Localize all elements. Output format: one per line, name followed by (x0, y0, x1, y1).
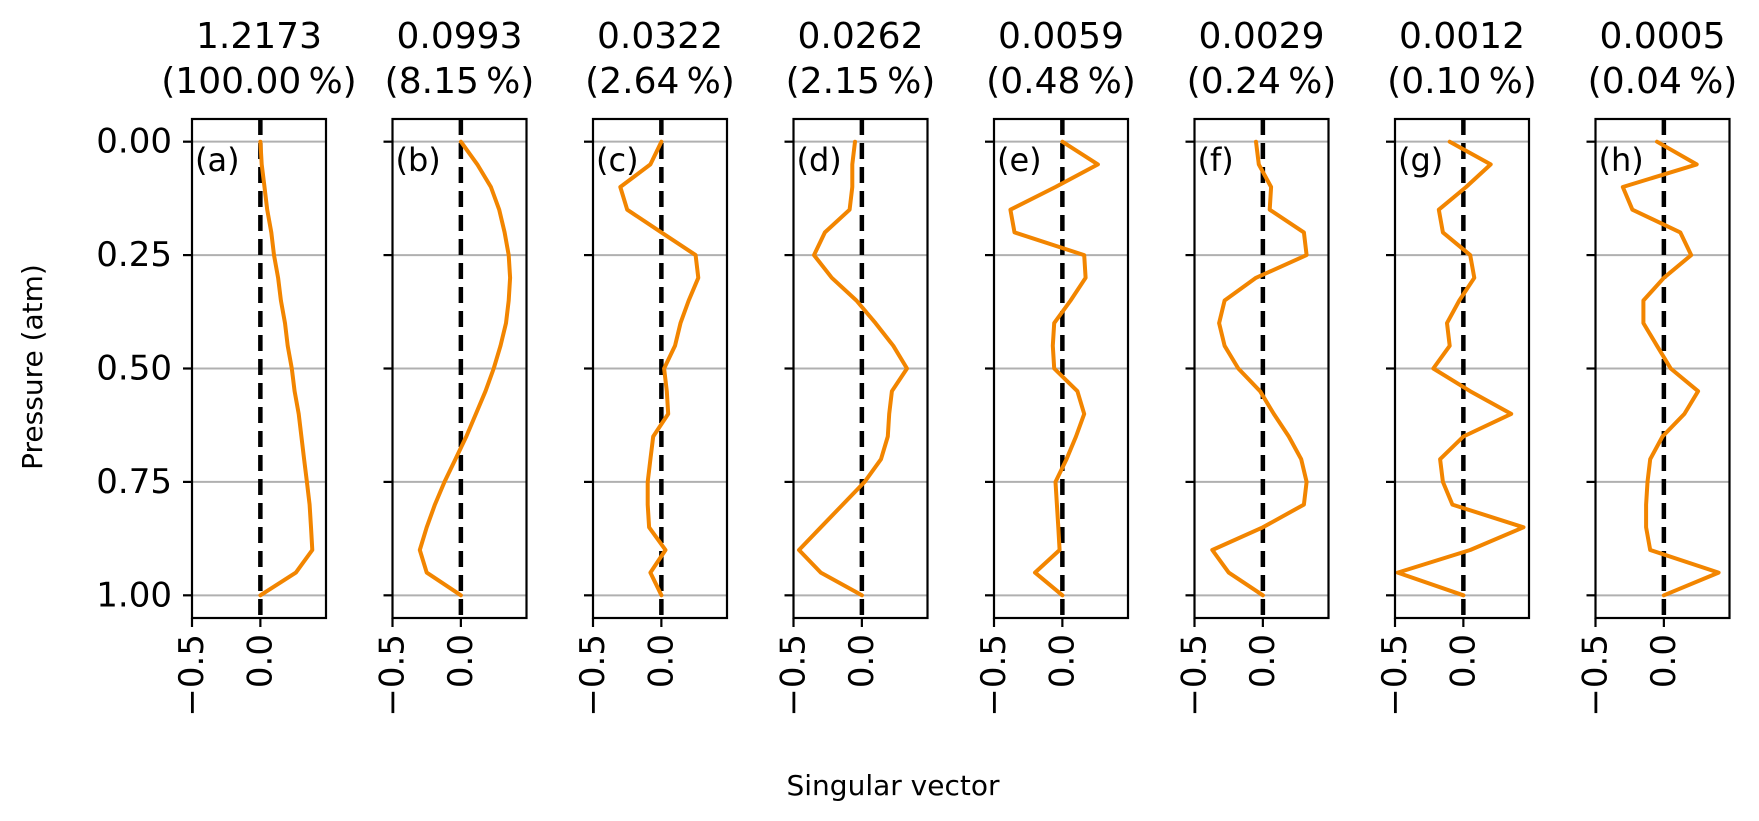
y-tick-label: 0.50 (96, 349, 172, 389)
y-axis-label: Pressure (atm) (16, 264, 49, 470)
panel-label: (g) (1398, 141, 1443, 179)
series-line (618, 139, 701, 598)
x-tick-label: −0.5 (1576, 634, 1616, 717)
x-tick-label: 0.0 (842, 634, 882, 688)
panel-singular-value: 0.0993 (397, 16, 523, 57)
panel-g: −0.5 0.0 (g) 0.0012(0.10 %) (1375, 16, 1537, 717)
panel-label: (h) (1599, 141, 1644, 179)
panel-variance-percent: (0.04 %) (1588, 61, 1738, 102)
panel-h: −0.5 0.0 (h) 0.0005(0.04 %) (1576, 16, 1738, 717)
series-line (258, 139, 315, 598)
panel-d: −0.5 0.0 (d) 0.0262(2.15 %) (774, 16, 936, 717)
panel-label: (c) (596, 141, 639, 179)
series-line (797, 139, 909, 598)
series-line (1008, 139, 1100, 598)
x-tick-label: 0.0 (1644, 634, 1684, 688)
panel-c: −0.5 0.0 (c) 0.0322(2.64 %) (573, 16, 735, 717)
x-tick-label: −0.5 (974, 634, 1014, 717)
y-tick-label: 1.00 (96, 575, 172, 615)
x-tick-label: 0.0 (641, 634, 681, 688)
panel-singular-value: 0.0012 (1399, 16, 1525, 57)
panel-singular-value: 0.0059 (998, 16, 1124, 57)
x-tick-label: −0.5 (1375, 634, 1415, 717)
panel-singular-value: 0.0029 (1199, 16, 1325, 57)
panel-a: −0.5 0.0 (a) 1.2173(100.00 %) (161, 16, 356, 717)
y-tick-label: 0.00 (96, 122, 172, 162)
x-tick-label: 0.0 (441, 634, 481, 688)
panel-singular-value: 1.2173 (196, 16, 322, 57)
panel-variance-percent: (0.24 %) (1187, 61, 1337, 102)
x-tick-label: 0.0 (1443, 634, 1483, 688)
panel-label: (a) (195, 141, 240, 179)
x-tick-label: −0.5 (573, 634, 613, 717)
y-axis: 0.00 0.25 0.50 0.75 1.00 (96, 122, 172, 616)
panel-variance-percent: (0.48 %) (986, 61, 1136, 102)
panel-singular-value: 0.0322 (597, 16, 723, 57)
panel-variance-percent: (100.00 %) (161, 61, 356, 102)
x-tick-label: −0.5 (774, 634, 814, 717)
panel-singular-value: 0.0262 (798, 16, 924, 57)
panel-f: −0.5 0.0 (f) 0.0029(0.24 %) (1175, 16, 1337, 717)
panel-variance-percent: (2.15 %) (786, 61, 936, 102)
series-line (1620, 139, 1721, 598)
x-tick-label: −0.5 (373, 634, 413, 717)
x-tick-label: 0.0 (1243, 634, 1283, 688)
panel-variance-percent: (8.15 %) (385, 61, 535, 102)
panels-group: −0.5 0.0 (a) 1.2173(100.00 %) −0.5 0.0 (b) 0.09… (161, 16, 1737, 717)
series-line (1395, 139, 1526, 598)
panel-variance-percent: (0.10 %) (1387, 61, 1537, 102)
x-tick-label: −0.5 (1175, 634, 1215, 717)
x-tick-label: 0.0 (1042, 634, 1082, 688)
x-tick-label: −0.5 (172, 634, 212, 717)
panel-e: −0.5 0.0 (e) 0.0059(0.48 %) (974, 16, 1136, 717)
panel-label: (b) (396, 141, 441, 179)
series-line (417, 139, 513, 598)
x-tick-label: 0.0 (240, 634, 280, 688)
y-tick-label: 0.25 (96, 235, 172, 275)
panel-singular-value: 0.0005 (1600, 16, 1726, 57)
y-tick-label: 0.75 (96, 462, 172, 502)
panel-label: (f) (1198, 141, 1234, 179)
panel-variance-percent: (2.64 %) (585, 61, 735, 102)
panel-label: (e) (997, 141, 1042, 179)
x-axis-label: Singular vector (787, 769, 1000, 802)
panel-label: (d) (797, 141, 842, 179)
panel-b: −0.5 0.0 (b) 0.0993(8.15 %) (373, 16, 535, 717)
series-line (1210, 139, 1309, 598)
